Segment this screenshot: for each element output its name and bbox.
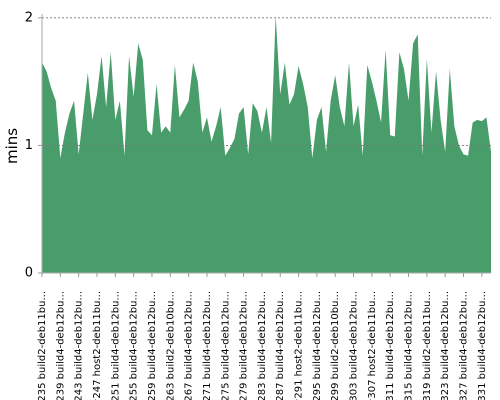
- y-tick-label: 1: [25, 138, 33, 153]
- y-tick-label: 0: [25, 266, 33, 281]
- x-tick-label: #239 build4-deb12bu...: [55, 291, 66, 400]
- x-tick-label: #275 build4-deb12bu...: [220, 291, 231, 400]
- x-tick-label: #251 build4-deb12bu...: [110, 291, 121, 400]
- x-tick-label: #267 build4-deb12bu...: [184, 291, 195, 400]
- x-tick-label: #311 build4-deb12bu...: [385, 291, 396, 400]
- area: [42, 15, 491, 274]
- x-tick-label: #299 build2-deb10bu...: [330, 291, 341, 400]
- x-tick-label: #323 build4-deb12bu...: [440, 291, 451, 400]
- x-tick-label: #331 build4-deb12bu...: [477, 291, 488, 400]
- x-tick-label: #327 build4-deb12bu...: [459, 291, 470, 400]
- x-tick-label: #295 build4-deb12bu...: [312, 291, 323, 400]
- y-axis-label: mins: [3, 128, 21, 164]
- x-tick-label: #243 build4-deb12bu...: [74, 291, 85, 400]
- x-tick-label: #315 build4-deb12bu...: [404, 291, 415, 400]
- x-tick-label: #283 build4-deb12bu...: [257, 291, 268, 400]
- x-tick-label: #291 host2-deb11bu...: [294, 291, 305, 400]
- x-tick-label: #235 build2-deb11bu...: [37, 291, 48, 400]
- y-tick-label: 2: [25, 10, 33, 25]
- x-tick-label: #287 build4-deb12bu...: [275, 291, 286, 400]
- x-tick-label: #255 build4-deb12bu...: [129, 291, 140, 400]
- x-tick-label: #319 build2-deb11bu...: [422, 291, 433, 400]
- x-tick-label: #247 host2-deb11bu...: [92, 291, 103, 400]
- x-tick-label: #271 build4-deb12bu...: [202, 291, 213, 400]
- x-tick-label: #279 build4-deb12bu...: [239, 291, 250, 400]
- x-tick-label: #259 build4-deb12bu...: [147, 291, 158, 400]
- x-tick-label: #263 build2-deb10bu...: [165, 291, 176, 400]
- x-tick-label: #307 host2-deb11bu...: [367, 291, 378, 400]
- x-tick-label: #303 build4-deb12bu...: [349, 291, 360, 400]
